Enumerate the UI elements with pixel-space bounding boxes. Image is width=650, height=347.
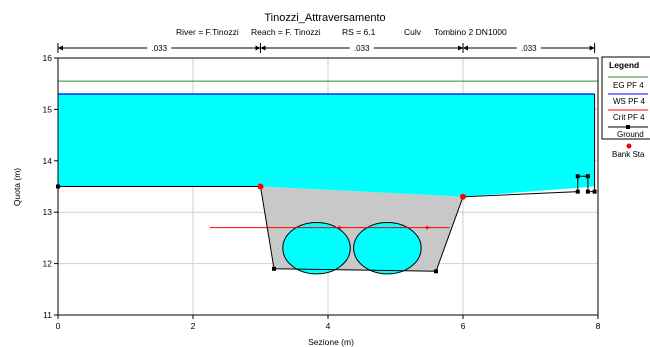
ground-point-6 <box>575 189 580 194</box>
ground-point-3 <box>272 266 276 271</box>
y-tick-label-4: 15 <box>43 104 53 114</box>
legend-ws-label: WS PF 4 <box>613 97 646 106</box>
bank-station-1 <box>460 193 466 200</box>
manning-label-bg-1 <box>349 42 374 53</box>
ground-point-8 <box>585 174 590 179</box>
y-tick-label-5: 16 <box>43 53 53 63</box>
manning-label-bg-0 <box>147 42 172 53</box>
legend-ground-marker <box>626 125 630 129</box>
plot-area: .033 .033 .033 0 2 4 6 8 11 12 13 14 15 16 <box>43 42 601 331</box>
manning-label-2: .033 <box>521 44 537 53</box>
manning-label-0: .033 <box>151 44 167 53</box>
manning-label-bg-2 <box>516 42 541 53</box>
legend-bank-marker <box>626 143 632 149</box>
legend-eg-label: EG PF 4 <box>613 81 644 90</box>
chart-subtitle-name: Tombino 2 DN1000 <box>434 27 507 37</box>
manning-arrowhead-left-0 <box>58 45 63 51</box>
ground-point-7 <box>575 174 580 179</box>
y-tick-label-0: 11 <box>43 310 52 320</box>
culvert-barrel-0 <box>282 221 351 275</box>
y-tick-label-2: 13 <box>43 207 53 217</box>
chart-title: Tinozzi_Attraversamento <box>264 12 385 24</box>
x-tick-label-2: 4 <box>326 321 331 331</box>
y-tick-label-3: 14 <box>43 156 53 166</box>
manning-arrowhead-left-1 <box>260 45 266 51</box>
crit-arrow-1 <box>426 225 431 230</box>
bank-station-0 <box>257 183 264 190</box>
x-tick-label-3: 6 <box>461 321 466 331</box>
crit-arrow-0 <box>338 225 343 230</box>
manning-arrowhead-right-0 <box>255 45 261 51</box>
x-axis-label: Sezione (m) <box>308 337 354 347</box>
ground-point-10 <box>592 189 597 194</box>
manning-arrowhead-right-2 <box>589 45 595 51</box>
y-axis-label: Quota (m) <box>12 168 22 206</box>
legend-crit-label: Crit PF 4 <box>613 113 645 122</box>
legend: Legend EG PF 4 WS PF 4 Crit PF 4 Ground … <box>601 56 650 159</box>
manning-arrowhead-right-1 <box>458 45 463 51</box>
x-tick-label-4: 8 <box>596 321 601 331</box>
ground-point-4 <box>434 269 438 274</box>
chart-subtitle-river: River = F.Tinozzi <box>176 27 239 37</box>
chart-subtitle-reach: Reach = F. Tinozzi <box>251 27 321 37</box>
legend-ground-label: Ground <box>617 130 644 139</box>
chart-subtitle-type: Culv <box>404 27 422 37</box>
legend-bank-label: Bank Sta <box>612 150 645 159</box>
chart-subtitle-rs: RS = 6.1 <box>342 27 376 37</box>
ground-point-9 <box>585 189 590 194</box>
x-tick-label-0: 0 <box>56 321 61 331</box>
water-area <box>58 94 595 197</box>
manning-arrowhead-left-2 <box>463 45 468 51</box>
manning-label-1: .033 <box>354 44 370 53</box>
y-tick-label-1: 12 <box>43 259 53 269</box>
culvert-barrel-1 <box>353 221 422 275</box>
x-tick-label-1: 2 <box>191 321 196 331</box>
legend-title: Legend <box>609 60 639 70</box>
